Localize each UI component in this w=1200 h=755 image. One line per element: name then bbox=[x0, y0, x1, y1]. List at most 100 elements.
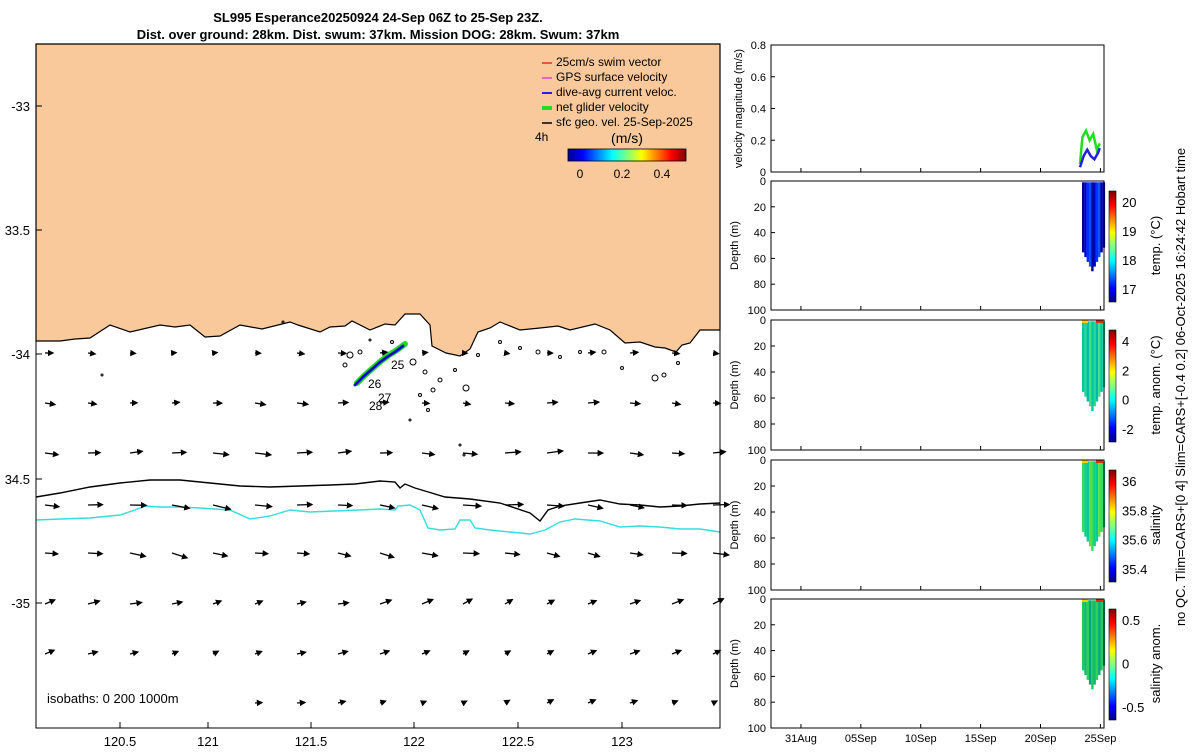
colorbar-title: temp. anom. (°C) bbox=[1148, 335, 1163, 434]
colorbar-tick-label: 35.4 bbox=[1122, 562, 1147, 577]
map-ytick-label: -34 bbox=[11, 347, 30, 362]
profile-cast bbox=[1094, 182, 1096, 266]
profile-cast bbox=[1082, 461, 1084, 532]
map-colorbar bbox=[568, 149, 686, 161]
vector-arrow bbox=[422, 352, 428, 353]
profile-cast bbox=[1089, 182, 1091, 266]
xtick-label: 15Sep bbox=[965, 733, 997, 745]
ytick-label: 0.8 bbox=[751, 40, 766, 52]
vector-arrow bbox=[713, 505, 729, 506]
vector-arrow bbox=[505, 403, 514, 404]
panel-colorbar bbox=[1109, 191, 1116, 302]
ytick-label: 80 bbox=[754, 419, 766, 431]
vector-arrow bbox=[297, 553, 309, 554]
depth-ylabel: Depth (m) bbox=[729, 501, 741, 550]
vector-arrow bbox=[297, 452, 312, 453]
title-line2: Dist. over ground: 28km. Dist. swum: 37k… bbox=[137, 27, 620, 42]
map-ytick-label: 33.5 bbox=[5, 223, 30, 238]
map-ytick-label: -33 bbox=[11, 99, 30, 114]
track-label-26: 26 bbox=[368, 377, 382, 391]
profile-cast bbox=[1094, 461, 1096, 546]
profile-cast bbox=[1089, 600, 1091, 684]
profile-cast bbox=[1087, 321, 1089, 401]
ytick-label: 0.6 bbox=[751, 72, 766, 84]
profile-cast bbox=[1098, 461, 1100, 536]
ytick-label: 0.4 bbox=[751, 104, 766, 116]
ytick-label: 60 bbox=[754, 533, 766, 545]
profile-cast bbox=[1091, 182, 1093, 271]
xtick-label: 25Sep bbox=[1085, 733, 1117, 745]
ytick-label: 40 bbox=[754, 367, 766, 379]
profile-cast bbox=[1082, 321, 1084, 392]
profile-cast bbox=[1082, 600, 1084, 670]
profile-cast bbox=[1091, 600, 1093, 689]
profile-cast bbox=[1084, 182, 1086, 257]
map-xtick-label: 121 bbox=[197, 734, 219, 749]
colorbar-title: salinity bbox=[1148, 505, 1163, 545]
profile-cast bbox=[1100, 182, 1102, 252]
colorbar-tick-label: 19 bbox=[1122, 224, 1136, 239]
colorbar-tick-label: 2 bbox=[1122, 363, 1129, 378]
legend-net-glider: net glider velocity bbox=[556, 100, 649, 114]
vector-arrow bbox=[547, 402, 557, 403]
ytick-label: 60 bbox=[754, 393, 766, 405]
ytick-label: 0 bbox=[760, 176, 766, 188]
profile-cast bbox=[1089, 321, 1091, 406]
track-label-28: 28 bbox=[369, 399, 383, 413]
track-label-25: 25 bbox=[391, 358, 405, 372]
ytick-label: 40 bbox=[754, 228, 766, 240]
legend-swim-vector: 25cm/s swim vector bbox=[556, 55, 661, 69]
profile-cast bbox=[1096, 182, 1098, 262]
ytick-label: 0 bbox=[760, 315, 766, 327]
colorbar-tick-label: 18 bbox=[1122, 253, 1136, 268]
ytick-label: 60 bbox=[754, 253, 766, 265]
vector-arrow bbox=[588, 402, 599, 403]
vector-arrow bbox=[713, 353, 718, 354]
colorbar-tick-0: 0 bbox=[577, 167, 584, 181]
vector-arrow bbox=[255, 553, 268, 554]
profile-cast bbox=[1091, 461, 1093, 551]
vector-arrow bbox=[297, 505, 312, 506]
legend-hours: 4h bbox=[535, 130, 548, 144]
map-xtick-label: 122 bbox=[403, 734, 425, 749]
colorbar-tick-label: 36 bbox=[1122, 474, 1136, 489]
profile-cast bbox=[1084, 600, 1086, 675]
legend-gps-velocity: GPS surface velocity bbox=[556, 70, 667, 84]
colorbar-tick-label: 35.8 bbox=[1122, 503, 1147, 518]
colorbar-unit: (m/s) bbox=[611, 130, 643, 146]
panel-background bbox=[771, 45, 1104, 172]
vector-arrow bbox=[588, 352, 595, 353]
map-xtick-label: 122.5 bbox=[502, 734, 535, 749]
profile-cast bbox=[1091, 321, 1093, 411]
map-ytick-label: -35 bbox=[11, 596, 30, 611]
ytick-label: 20 bbox=[754, 481, 766, 493]
colorbar-tick-label: 0.5 bbox=[1122, 613, 1140, 628]
colorbar-title: salinity anom. bbox=[1148, 624, 1163, 703]
map-xtick-label: 120.5 bbox=[104, 734, 137, 749]
profile-cast bbox=[1100, 600, 1102, 670]
legend-dive-avg: dive-avg current veloc. bbox=[556, 85, 677, 99]
profile-cast bbox=[1089, 461, 1091, 546]
ytick-label: 100 bbox=[748, 723, 766, 735]
vector-arrow bbox=[672, 453, 684, 454]
xtick-label: 10Sep bbox=[905, 733, 937, 745]
vector-arrow bbox=[172, 402, 179, 403]
vector-arrow bbox=[88, 553, 102, 554]
depth-ylabel: Depth (m) bbox=[729, 639, 741, 688]
profile-cast bbox=[1087, 600, 1089, 680]
panel-background bbox=[771, 460, 1104, 590]
profile-cast bbox=[1100, 461, 1102, 532]
panel-background bbox=[771, 320, 1104, 450]
ytick-label: 40 bbox=[754, 507, 766, 519]
panel-colorbar bbox=[1109, 609, 1116, 720]
profile-cast bbox=[1082, 182, 1084, 252]
vector-arrow bbox=[463, 553, 479, 554]
side-label: no QC. Tlim=CARS+[0 4] Slim=CARS+[-0.4 0… bbox=[1173, 148, 1188, 626]
